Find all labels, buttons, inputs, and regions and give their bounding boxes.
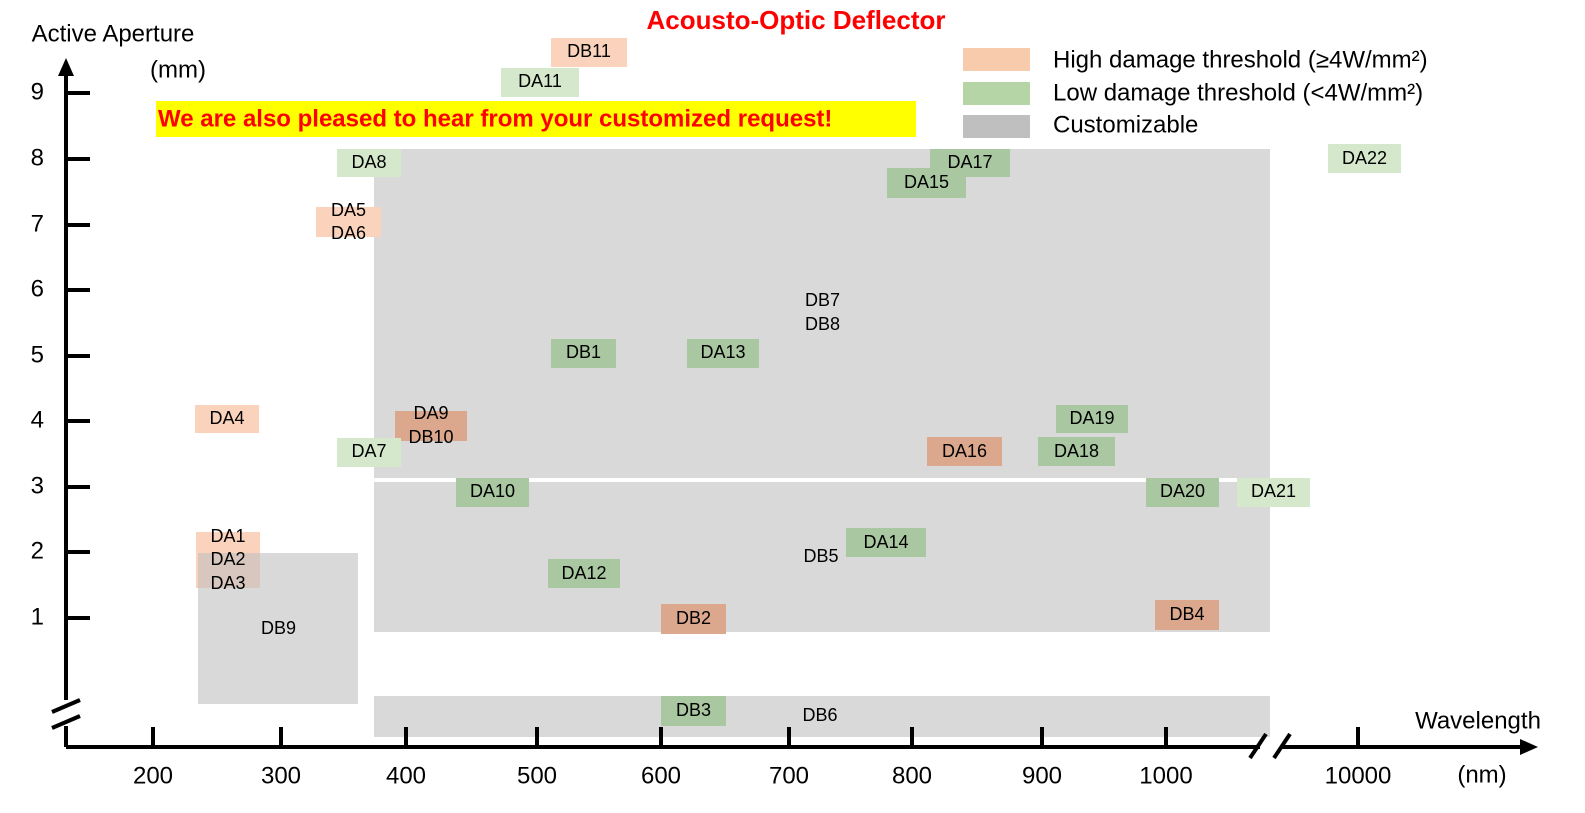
item-box	[316, 207, 381, 237]
legend-swatch	[963, 48, 1030, 71]
x-tick-label: 200	[133, 762, 173, 789]
y-tick-label: 5	[31, 341, 44, 368]
y-tick-label: 6	[31, 275, 44, 302]
y-tick-label: 1	[31, 603, 44, 630]
custom-region	[198, 553, 358, 704]
item-label: DB1	[566, 342, 601, 362]
item-label: DB10	[408, 427, 453, 447]
banner-bg	[156, 101, 916, 137]
item-label: DA21	[1251, 481, 1296, 501]
item-label: DA3	[210, 573, 245, 593]
item-label: DA15	[904, 172, 949, 192]
x-break-gap	[1260, 740, 1282, 754]
x-tick-label: 1000	[1139, 762, 1192, 789]
y-tick-label: 2	[31, 537, 44, 564]
item-box	[548, 559, 620, 588]
x-tick-label: 600	[641, 762, 681, 789]
y-tick-label: 9	[31, 78, 44, 105]
item-label: DA9	[413, 403, 448, 423]
item-box	[661, 604, 726, 634]
y-tick-label: 4	[31, 406, 44, 433]
item-box	[395, 411, 467, 441]
x-tick-label: 900	[1022, 762, 1062, 789]
item-label: DA18	[1054, 441, 1099, 461]
item-label: DA7	[351, 441, 386, 461]
legend-label: Customizable	[1053, 111, 1198, 138]
item-box	[551, 38, 627, 67]
item-label: DA19	[1069, 408, 1114, 428]
item-box	[846, 528, 926, 557]
item-label: DA17	[947, 152, 992, 172]
item-label: DB8	[805, 314, 840, 334]
item-box	[887, 168, 966, 198]
items	[195, 38, 1401, 726]
item-label: DA14	[863, 532, 908, 552]
banner: We are also pleased to hear from your cu…	[158, 105, 832, 132]
x-break	[1248, 732, 1292, 760]
item-label: DA1	[210, 526, 245, 546]
x-arrow	[1520, 739, 1538, 755]
y-axis-label: Active Aperture	[32, 20, 195, 47]
item-label: DA6	[331, 223, 366, 243]
item-label: DA16	[942, 441, 987, 461]
item-box	[337, 438, 401, 467]
x-tick-label: 800	[892, 762, 932, 789]
item-label: DA4	[209, 408, 244, 428]
item-box	[337, 149, 401, 177]
item-label: DA20	[1160, 481, 1205, 501]
legend-label: Low damage threshold (<4W/mm²)	[1053, 79, 1423, 106]
item-box	[1155, 600, 1219, 630]
item-label: DB4	[1169, 604, 1204, 624]
custom-region	[374, 696, 1270, 737]
item-box	[687, 339, 759, 368]
item-box	[1146, 478, 1219, 507]
title: Acousto-Optic Deflector	[646, 5, 945, 35]
item-label: DB3	[676, 700, 711, 720]
y-tick-label: 7	[31, 210, 44, 237]
item-box	[501, 68, 579, 97]
item-box	[1056, 405, 1128, 433]
item-box	[195, 405, 259, 433]
item-box	[661, 696, 726, 726]
y-break	[51, 698, 81, 730]
item-label: DA10	[470, 481, 515, 501]
item-label: DB5	[803, 546, 838, 566]
ticks: 9 8 7 6 5 4 3 2 1 200 300 400 500 600 700 800 900 1000 100…	[31, 78, 1392, 789]
item-label: DA11	[518, 71, 562, 91]
legend-label: High damage threshold (≥4W/mm²)	[1053, 46, 1428, 73]
item-box	[456, 478, 529, 507]
legend-swatch	[963, 115, 1030, 138]
y-arrow	[58, 58, 74, 76]
x-tick-label: 400	[386, 762, 426, 789]
item-box	[927, 437, 1002, 466]
legend-swatch	[963, 82, 1030, 105]
item-label: DB9	[261, 618, 296, 638]
y-tick-label: 3	[31, 472, 44, 499]
x-tick-label: 10000	[1325, 762, 1392, 789]
y-axis-label: (mm)	[150, 56, 206, 83]
item-box	[1038, 437, 1115, 466]
item-box	[1328, 144, 1401, 173]
item-label: DB11	[567, 41, 611, 61]
item-box	[1237, 478, 1310, 507]
item-label: DA2	[210, 549, 245, 569]
x-axis-unit: (nm)	[1457, 761, 1506, 788]
item-label: DA8	[351, 152, 386, 172]
x-tick-label: 700	[769, 762, 809, 789]
regions	[374, 149, 1270, 737]
item-box	[551, 339, 616, 368]
item-label: DA5	[331, 200, 366, 220]
item-label: DA22	[1342, 148, 1387, 168]
item-label: DB6	[802, 705, 837, 725]
item-label: DB2	[676, 608, 711, 628]
item-label: DA13	[700, 342, 745, 362]
x-tick-label: 300	[261, 762, 301, 789]
item-label: DB7	[805, 290, 840, 310]
item-label: DA12	[561, 563, 606, 583]
x-axis-label: Wavelength	[1415, 707, 1541, 734]
y-tick-label: 8	[31, 144, 44, 171]
x-tick-label: 500	[517, 762, 557, 789]
